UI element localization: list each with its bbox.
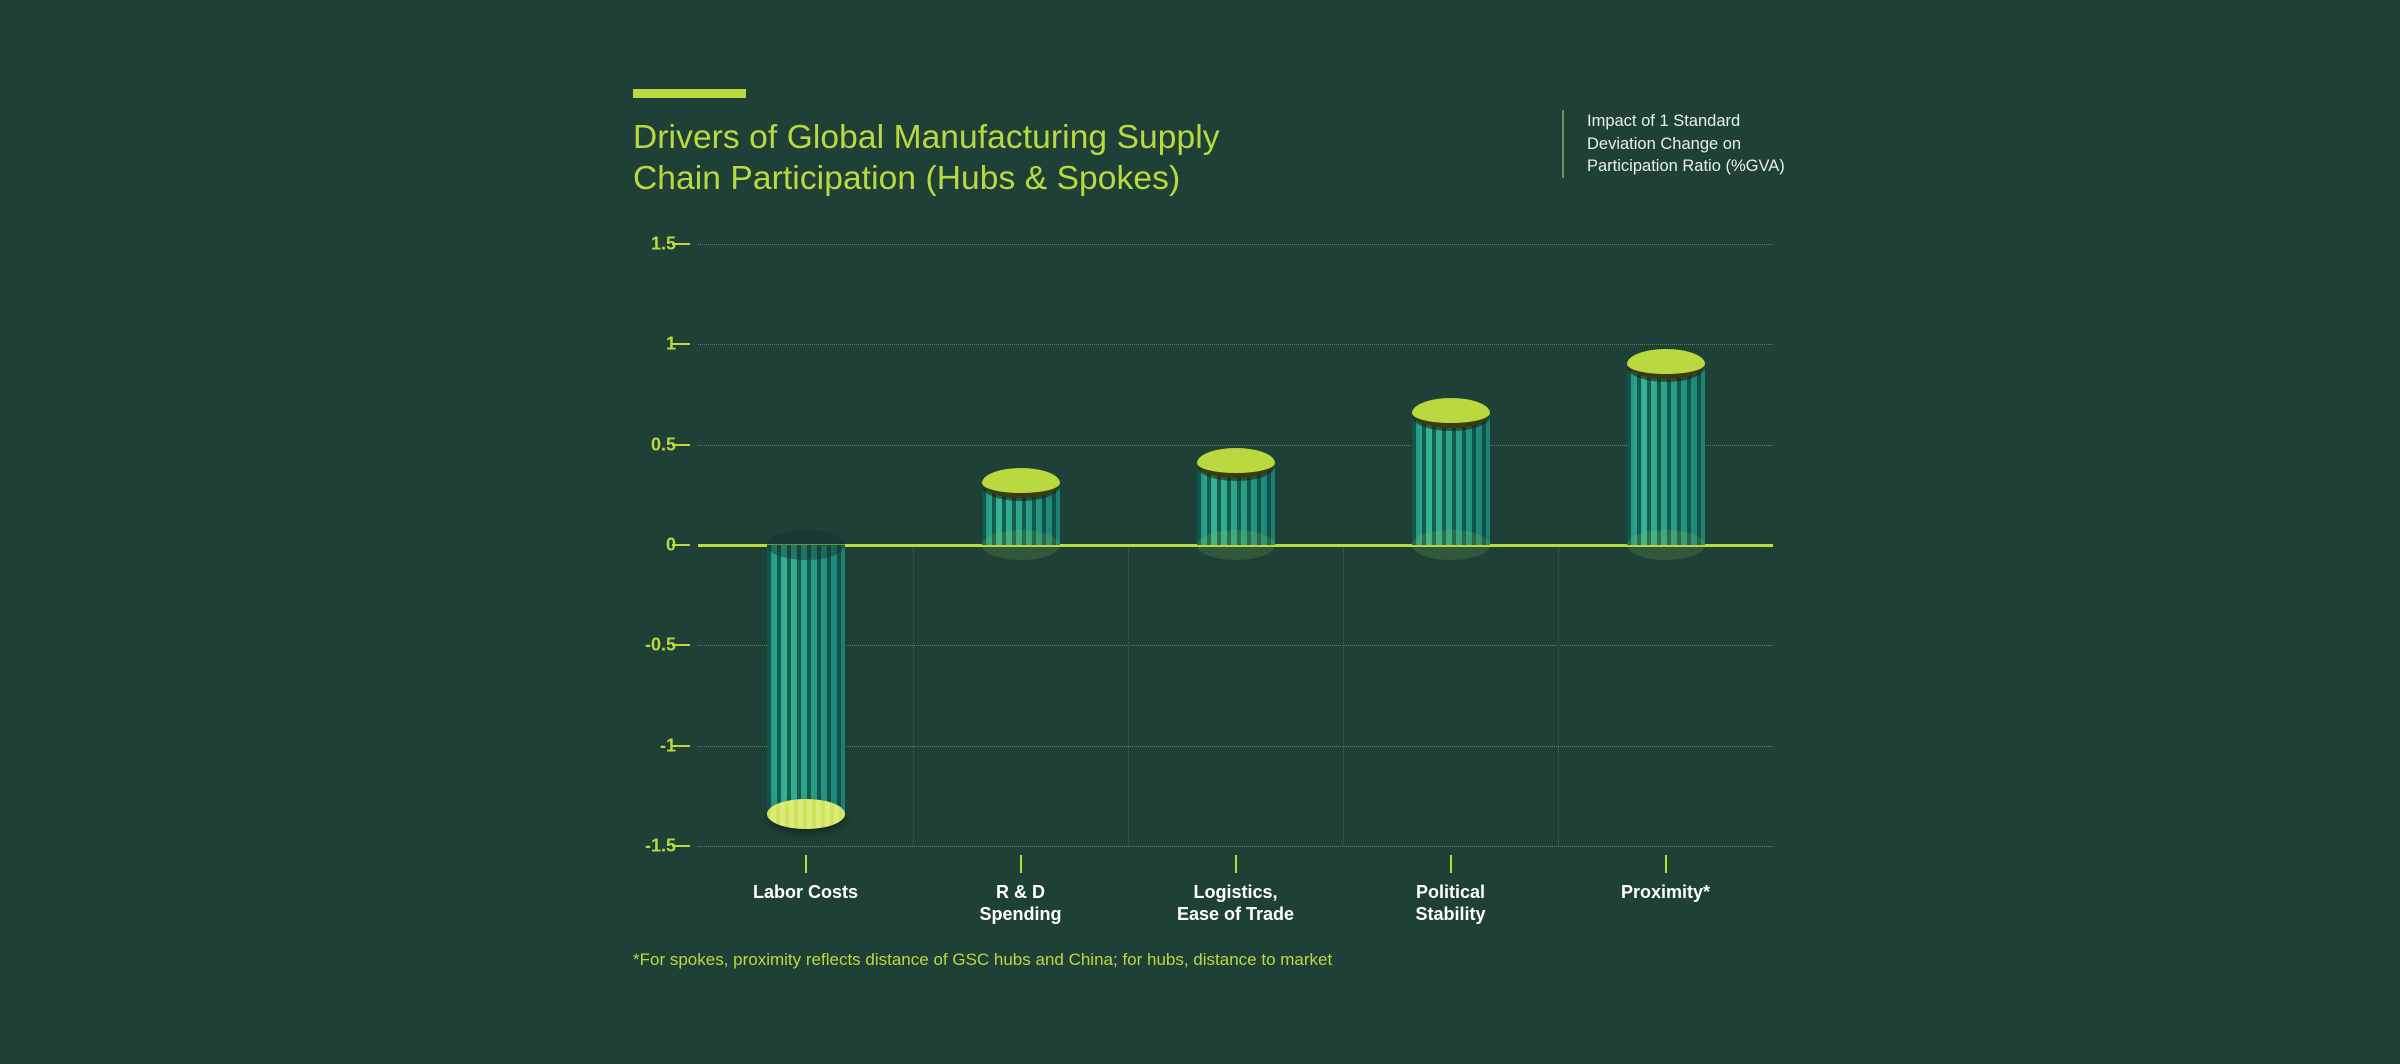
y-axis-tick-label: 1 — [665, 333, 676, 354]
gridline — [698, 645, 1773, 647]
gridline — [698, 244, 1773, 245]
bar-cylinder[interactable] — [1196, 447, 1275, 560]
x-axis-category-label: Proximity* — [1620, 882, 1711, 902]
plot-area: 1.5 1 0.5 0 -0.5 -1 -1.5 Labor Costs R & D Spen… — [633, 230, 1773, 924]
page-title: Drivers of Global Manufacturing Supply C… — [633, 119, 1220, 197]
x-axis-tick-mark — [1664, 855, 1667, 873]
x-axis-category-label: Political Stability — [1415, 882, 1486, 924]
vertical-gridline — [1343, 545, 1344, 846]
y-axis-tick-mark — [672, 744, 690, 747]
bar-value-ellipse — [1626, 349, 1705, 380]
accent-bar — [633, 89, 746, 98]
footnote: *For spokes, proximity reflects distance… — [633, 950, 1333, 969]
y-axis-tick-label: 0 — [665, 534, 676, 555]
y-axis-tick-label: -1 — [659, 735, 676, 756]
x-axis-tick-mark — [1234, 855, 1237, 873]
x-axis-category-label: R & D Spending — [979, 882, 1062, 924]
bar-base-ellipse — [766, 530, 845, 560]
bar-base-ellipse — [1411, 529, 1490, 560]
subtitle-container: Impact of 1 Standard Deviation Change on… — [1562, 110, 1812, 178]
bar-value-ellipse — [1411, 397, 1490, 428]
y-axis-tick-label: -0.5 — [644, 634, 676, 655]
x-axis-tick-mark — [1449, 855, 1452, 873]
bar-base-ellipse — [1196, 529, 1275, 560]
bar-cylinder[interactable] — [981, 467, 1060, 560]
bar-body — [1411, 412, 1490, 545]
zero-baseline — [698, 544, 1773, 547]
gridline — [698, 745, 1773, 747]
bar-value-ellipse — [766, 798, 845, 829]
y-axis-tick-label: -1.5 — [644, 835, 676, 856]
x-axis-tick-mark — [1019, 855, 1022, 873]
y-axis-tick-mark — [672, 443, 690, 446]
bar-value-ellipse — [1196, 447, 1275, 478]
gridline — [698, 444, 1773, 446]
bar-cylinder[interactable] — [766, 530, 845, 829]
x-axis-category-label: Logistics, Ease of Trade — [1176, 882, 1295, 924]
vertical-gridline — [1128, 545, 1129, 846]
vertical-gridline — [913, 545, 914, 846]
y-axis-tick-mark — [672, 343, 690, 346]
bar-body — [766, 545, 845, 814]
y-axis-tick-mark — [672, 544, 690, 546]
bar-cylinder[interactable] — [1411, 397, 1490, 560]
bar-body — [1626, 364, 1705, 545]
gridline — [698, 846, 1773, 847]
y-axis-tick-mark — [672, 243, 690, 245]
bar-cylinder[interactable] — [1626, 349, 1705, 560]
x-axis-category-label: Labor Costs — [752, 882, 858, 902]
y-axis-tick-label: 0.5 — [650, 434, 676, 455]
gridline — [698, 344, 1773, 346]
bar-base-ellipse — [981, 529, 1060, 560]
y-axis-tick-mark — [672, 644, 690, 647]
bar-value-ellipse — [981, 467, 1060, 498]
chart-subtitle: Impact of 1 Standard Deviation Change on… — [1587, 112, 1785, 175]
vertical-gridline — [1558, 545, 1559, 846]
y-axis-tick-mark — [672, 845, 690, 847]
y-axis-tick-label: 1.5 — [650, 233, 676, 254]
bar-base-ellipse — [1626, 529, 1705, 560]
x-axis-tick-mark — [804, 855, 807, 873]
